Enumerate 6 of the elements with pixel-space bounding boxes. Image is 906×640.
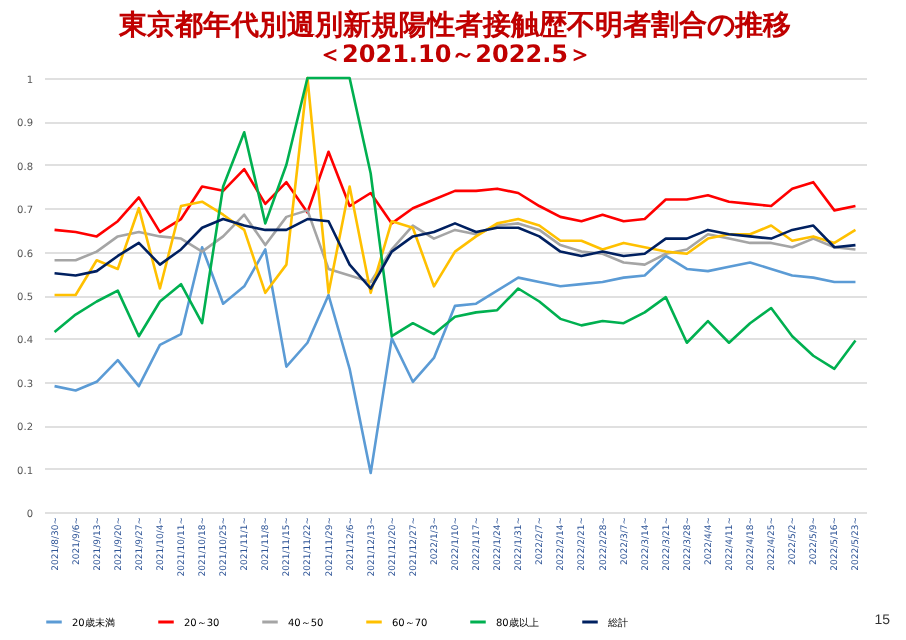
line-series — [53, 76, 857, 297]
chart-subtitle: ＜2021.10～2022.5＞ — [318, 40, 592, 68]
chart-title: 東京都年代別週別新規陽性者接触歴不明者割合の推移 — [117, 8, 791, 42]
line-series — [53, 245, 857, 475]
line-series — [53, 76, 857, 371]
line-series — [53, 150, 857, 238]
